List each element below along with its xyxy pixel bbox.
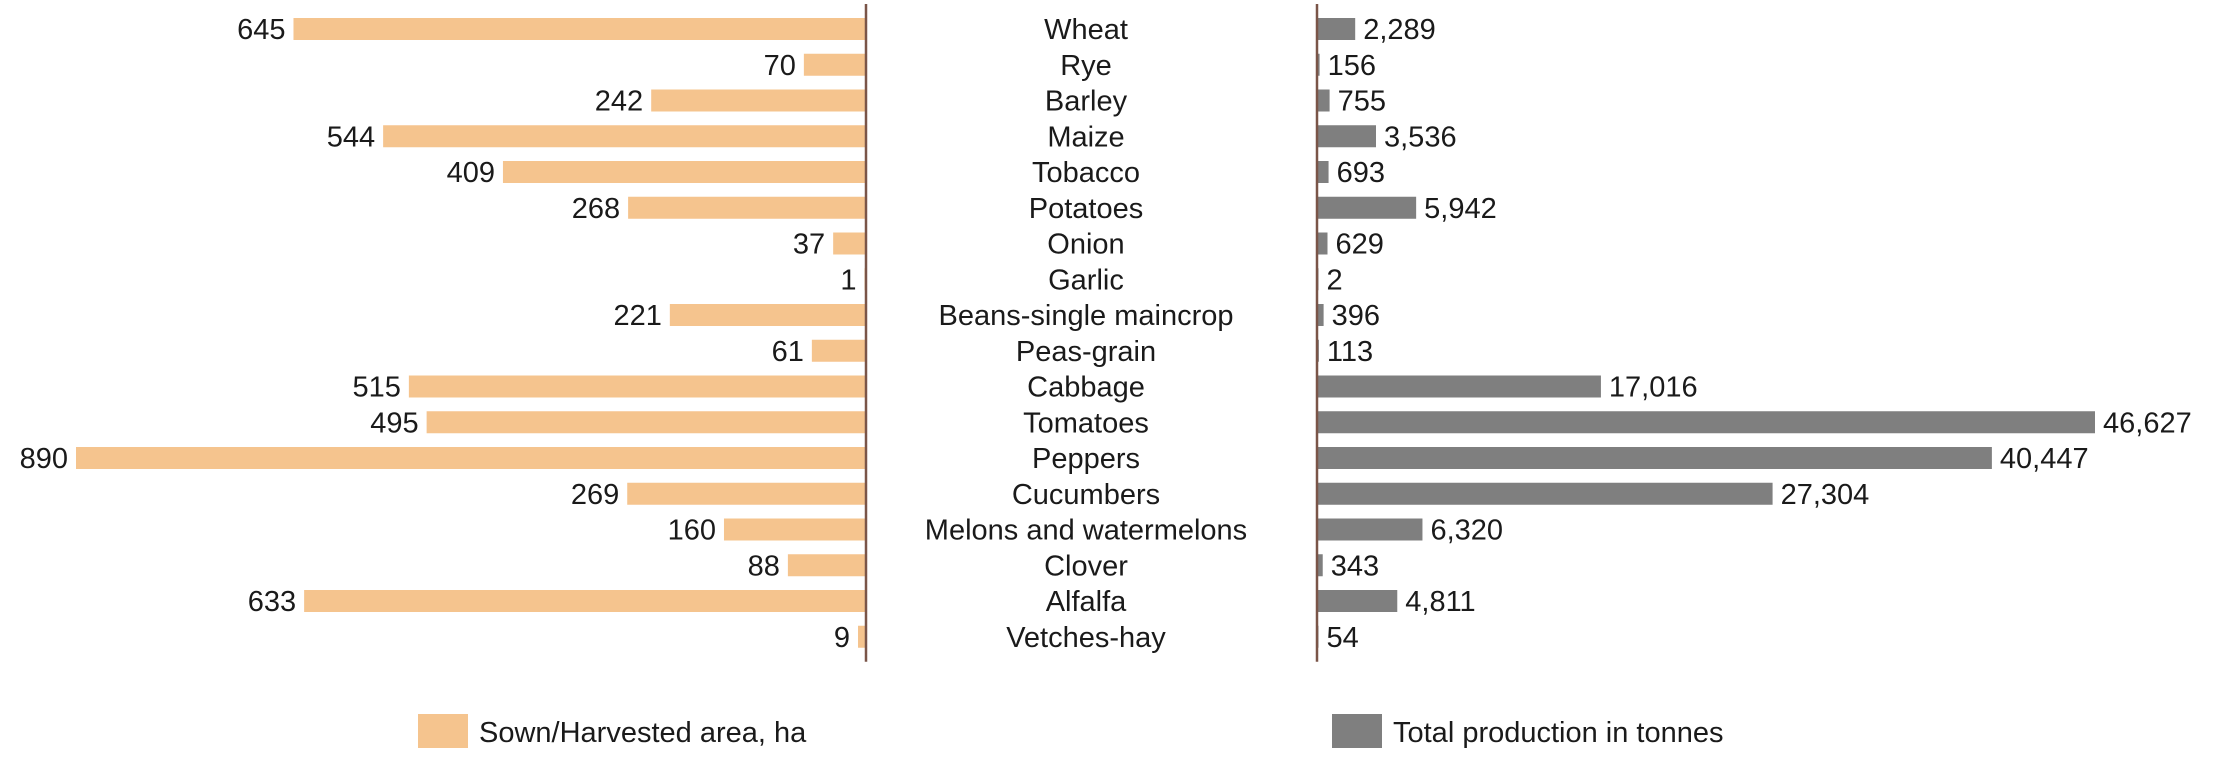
- area-value-label-maize: 544: [327, 121, 375, 153]
- area-value-label-beans-single-maincrop: 221: [613, 300, 661, 332]
- area-bar-tobacco: [502, 161, 866, 183]
- area-bar-beans-single-maincrop: [669, 304, 866, 326]
- production-value-label-clover: 343: [1331, 550, 1379, 582]
- production-value-label-wheat: 2,289: [1363, 14, 1436, 46]
- area-value-label-peppers: 890: [20, 443, 68, 475]
- production-bar-beans-single-maincrop: [1317, 304, 1324, 326]
- area-bar-maize: [383, 125, 866, 148]
- production-bar-tobacco: [1317, 161, 1329, 183]
- production-value-label-barley: 755: [1338, 86, 1386, 118]
- area-value-label-vetches-hay: 9: [834, 622, 850, 654]
- category-label-cabbage: Cabbage: [1027, 372, 1145, 404]
- area-bar-clover: [787, 554, 866, 577]
- area-bar-wheat: [293, 18, 866, 40]
- category-label-peppers: Peppers: [1032, 443, 1140, 475]
- area-value-label-clover: 88: [748, 550, 780, 582]
- production-bar-wheat: [1317, 18, 1356, 40]
- production-value-label-cucumbers: 27,304: [1781, 479, 1870, 511]
- area-bar-alfalfa: [304, 590, 866, 612]
- production-bar-rye: [1317, 53, 1320, 76]
- legend-item-production: Total production in tonnes: [1332, 714, 1724, 749]
- area-value-label-barley: 242: [595, 86, 643, 118]
- production-bar-melons-and-watermelons: [1317, 518, 1423, 541]
- area-value-label-alfalfa: 633: [248, 586, 296, 618]
- area-value-label-tomatoes: 495: [370, 407, 418, 439]
- area-value-label-peas-grain: 61: [772, 336, 804, 368]
- area-bar-cabbage: [408, 375, 866, 398]
- production-bar-tomatoes: [1317, 411, 2095, 434]
- production-bar-cucumbers: [1317, 482, 1773, 505]
- category-label-tomatoes: Tomatoes: [1023, 407, 1149, 439]
- production-value-label-maize: 3,536: [1384, 121, 1457, 153]
- area-bar-melons-and-watermelons: [723, 518, 866, 541]
- production-value-label-vetches-hay: 54: [1327, 622, 1359, 654]
- legend-label-production: Total production in tonnes: [1393, 717, 1724, 749]
- area-bar-rye: [803, 53, 866, 76]
- production-bars-group: [1317, 18, 2095, 648]
- legend-swatch-area: [418, 714, 468, 748]
- production-value-label-cabbage: 17,016: [1609, 372, 1698, 404]
- category-label-barley: Barley: [1045, 86, 1128, 118]
- area-value-label-rye: 70: [764, 50, 796, 82]
- category-label-clover: Clover: [1044, 550, 1128, 582]
- production-bar-onion: [1317, 232, 1328, 255]
- category-label-rye: Rye: [1060, 50, 1112, 82]
- area-bar-peppers: [76, 447, 866, 469]
- production-value-label-melons-and-watermelons: 6,320: [1430, 515, 1503, 547]
- production-value-label-potatoes: 5,942: [1424, 193, 1497, 225]
- production-value-label-beans-single-maincrop: 396: [1332, 300, 1380, 332]
- category-label-beans-single-maincrop: Beans-single maincrop: [939, 300, 1234, 332]
- area-value-label-garlic: 1: [840, 264, 856, 296]
- category-label-melons-and-watermelons: Melons and watermelons: [925, 515, 1247, 547]
- area-bar-tomatoes: [426, 411, 866, 434]
- area-bar-cucumbers: [627, 482, 866, 505]
- production-value-label-garlic: 2: [1327, 264, 1343, 296]
- category-label-tobacco: Tobacco: [1032, 157, 1140, 189]
- area-value-label-potatoes: 268: [572, 193, 620, 225]
- area-bar-potatoes: [628, 196, 866, 219]
- legend-label-area: Sown/Harvested area, ha: [479, 717, 807, 749]
- production-bar-cabbage: [1317, 375, 1601, 398]
- production-value-label-alfalfa: 4,811: [1405, 586, 1475, 618]
- category-label-alfalfa: Alfalfa: [1046, 586, 1127, 618]
- legend: Sown/Harvested area, ha Total production…: [418, 714, 1724, 749]
- production-value-label-tomatoes: 46,627: [2103, 407, 2192, 439]
- production-value-label-peas-grain: 113: [1327, 336, 1373, 368]
- area-bar-onion: [833, 232, 866, 255]
- category-label-maize: Maize: [1047, 121, 1124, 153]
- area-bar-vetches-hay: [858, 625, 866, 648]
- category-label-cucumbers: Cucumbers: [1012, 479, 1160, 511]
- category-label-potatoes: Potatoes: [1029, 193, 1143, 225]
- production-value-label-peppers: 40,447: [2000, 443, 2089, 475]
- area-value-label-onion: 37: [793, 229, 825, 261]
- category-label-garlic: Garlic: [1048, 264, 1124, 296]
- production-bar-potatoes: [1317, 196, 1417, 219]
- production-bar-barley: [1317, 89, 1330, 112]
- production-bar-maize: [1317, 125, 1377, 148]
- production-bar-alfalfa: [1317, 590, 1398, 612]
- area-value-label-cabbage: 515: [352, 372, 400, 404]
- category-label-peas-grain: Peas-grain: [1016, 336, 1156, 368]
- legend-item-area: Sown/Harvested area, ha: [418, 714, 807, 749]
- area-value-label-cucumbers: 269: [571, 479, 619, 511]
- area-bars-group: [76, 18, 866, 648]
- area-value-label-tobacco: 409: [447, 157, 495, 189]
- category-label-vetches-hay: Vetches-hay: [1006, 622, 1166, 654]
- category-label-onion: Onion: [1047, 229, 1124, 261]
- production-value-label-onion: 629: [1335, 229, 1383, 261]
- production-value-label-rye: 156: [1328, 50, 1376, 82]
- area-value-label-wheat: 645: [237, 14, 285, 46]
- area-value-label-melons-and-watermelons: 160: [668, 515, 716, 547]
- production-bar-peppers: [1317, 447, 1992, 469]
- legend-swatch-production: [1332, 714, 1382, 748]
- production-bar-clover: [1317, 554, 1323, 577]
- area-bar-barley: [651, 89, 866, 112]
- production-value-label-tobacco: 693: [1337, 157, 1385, 189]
- area-bar-peas-grain: [811, 339, 866, 362]
- category-label-wheat: Wheat: [1044, 14, 1128, 46]
